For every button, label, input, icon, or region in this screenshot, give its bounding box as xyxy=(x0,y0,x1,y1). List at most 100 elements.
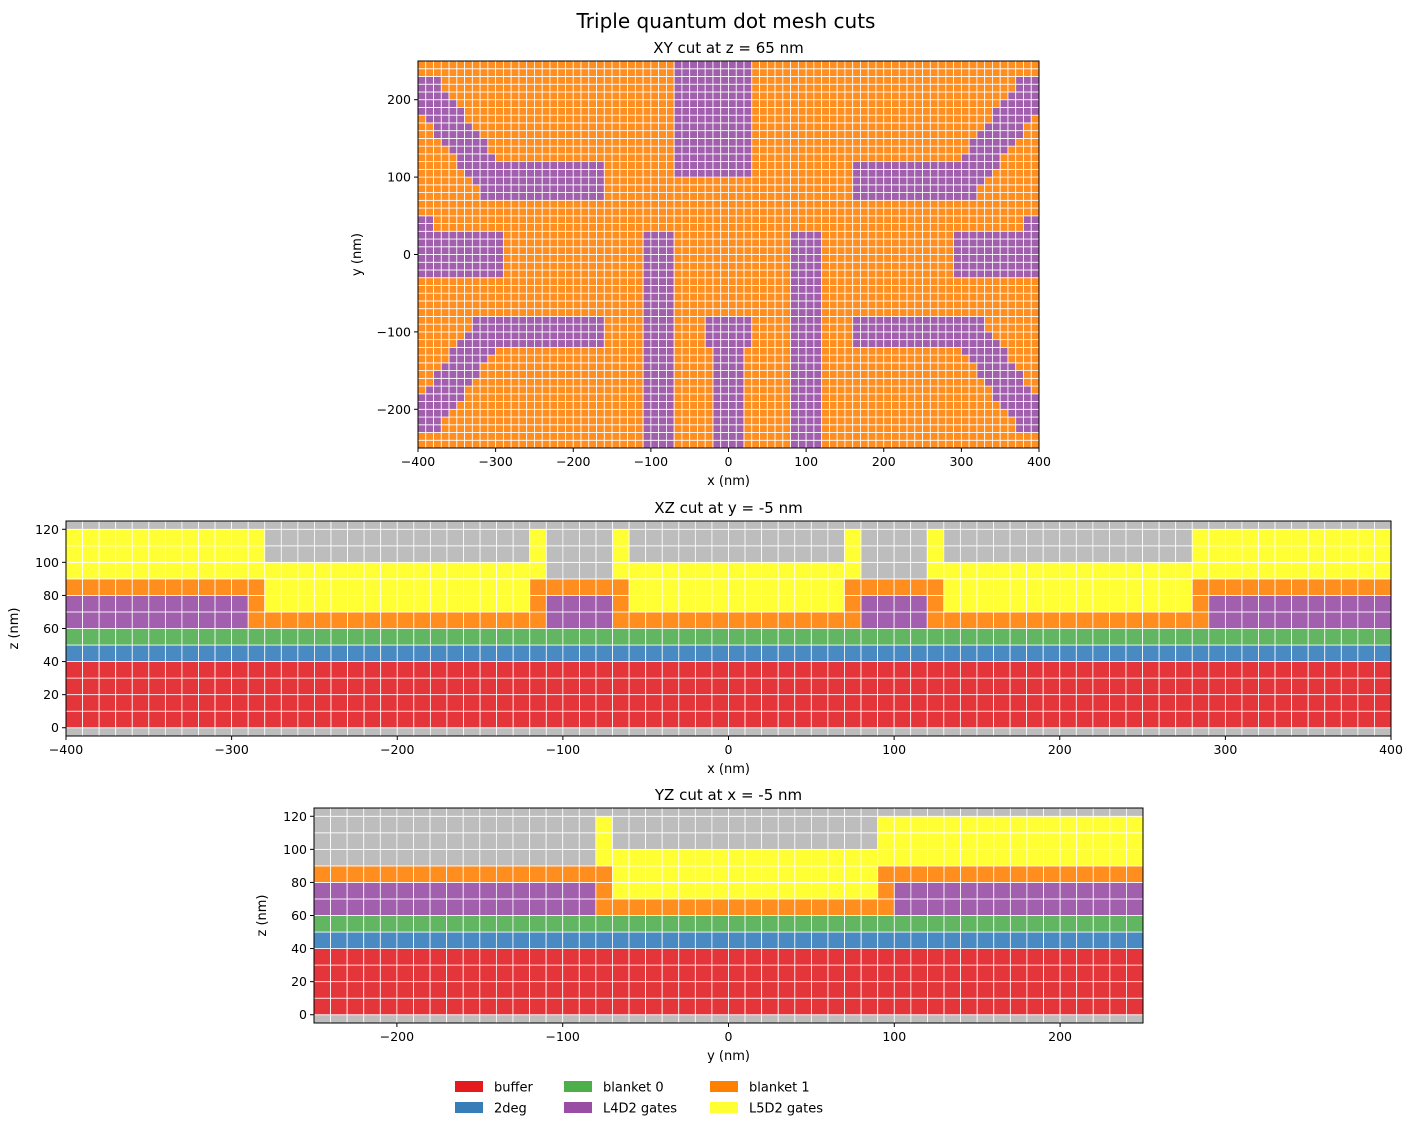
mesh-cell xyxy=(774,145,784,155)
mesh-cell xyxy=(562,578,580,596)
mesh-cell xyxy=(280,578,299,596)
mesh-cell xyxy=(790,354,799,364)
mesh-cell xyxy=(797,161,807,170)
mesh-cell xyxy=(611,285,621,294)
mesh-cell xyxy=(502,408,512,418)
mesh-cell xyxy=(463,578,481,596)
mesh-cell xyxy=(666,432,675,441)
mesh-cell xyxy=(782,385,792,395)
mesh-cell xyxy=(1059,628,1077,646)
mesh-cell xyxy=(596,292,605,302)
mesh-cell xyxy=(588,192,597,201)
mesh-cell xyxy=(1007,401,1017,410)
mesh-cell xyxy=(510,76,520,85)
mesh-cell xyxy=(751,339,760,348)
mesh-cell xyxy=(992,269,1001,279)
mesh-cell xyxy=(735,401,745,410)
mesh-cell xyxy=(347,578,365,596)
mesh-cell xyxy=(743,292,753,302)
mesh-cell xyxy=(697,285,706,294)
mesh-cell xyxy=(922,223,931,232)
mesh-cell xyxy=(1092,694,1110,712)
mesh-cell xyxy=(782,370,792,379)
mesh-cell xyxy=(875,176,885,186)
mesh-cell xyxy=(297,595,315,613)
mesh-cell xyxy=(413,545,431,563)
mesh-cell xyxy=(883,316,892,325)
mesh-cell xyxy=(1030,145,1039,155)
mesh-cell xyxy=(611,254,621,263)
mesh-cell xyxy=(883,161,892,170)
mesh-cell xyxy=(844,76,854,85)
mesh-cell xyxy=(463,710,481,729)
mesh-cell xyxy=(697,107,706,116)
mesh-cell xyxy=(214,644,233,662)
mesh-cell xyxy=(689,192,698,201)
mesh-cell xyxy=(689,401,698,410)
mesh-cell xyxy=(735,207,745,217)
mesh-cell xyxy=(976,362,986,371)
mesh-cell xyxy=(694,545,713,563)
mesh-cell xyxy=(645,561,663,580)
mesh-cell xyxy=(596,223,605,232)
mesh-cell xyxy=(821,99,830,108)
mesh-cell xyxy=(774,408,784,418)
mesh-cell xyxy=(529,644,547,662)
mesh-cell xyxy=(968,370,978,379)
mesh-cell xyxy=(681,122,691,132)
mesh-cell xyxy=(910,611,928,629)
mesh-cell xyxy=(937,316,947,325)
mesh-cell xyxy=(743,184,753,193)
mesh-cell xyxy=(697,83,706,93)
mesh-cell xyxy=(418,223,427,232)
mesh-cell xyxy=(813,370,823,379)
mesh-cell xyxy=(1125,561,1143,580)
mesh-cell xyxy=(1042,644,1061,662)
mesh-cell xyxy=(1191,628,1210,646)
mesh-cell xyxy=(565,161,574,170)
mesh-cell xyxy=(720,130,729,139)
mesh-cell xyxy=(413,677,431,696)
mesh-cell xyxy=(867,83,877,93)
mesh-cell xyxy=(588,137,597,147)
mesh-cell xyxy=(1007,424,1017,433)
mesh-cell xyxy=(518,323,528,333)
mesh-cell xyxy=(697,269,706,279)
mesh-cell xyxy=(448,68,458,77)
mesh-cell xyxy=(898,76,908,85)
mesh-cell xyxy=(510,161,520,170)
mesh-cell xyxy=(893,661,912,679)
mesh-cell xyxy=(844,292,854,302)
mesh-cell xyxy=(836,61,846,70)
mesh-cell xyxy=(1015,107,1024,116)
mesh-cell xyxy=(1023,331,1032,341)
mesh-cell xyxy=(642,362,652,371)
mesh-cell xyxy=(418,300,427,310)
mesh-cell xyxy=(534,254,543,263)
mesh-cell xyxy=(518,277,528,286)
mesh-cell xyxy=(836,401,846,410)
mesh-cell xyxy=(805,308,815,317)
mesh-cell xyxy=(650,354,660,364)
mesh-cell xyxy=(1142,545,1160,563)
mesh-cell xyxy=(634,230,644,240)
mesh-cell xyxy=(860,300,869,310)
mesh-cell xyxy=(694,528,713,547)
mesh-cell xyxy=(479,401,489,410)
mesh-cell xyxy=(681,285,691,294)
mesh-cell xyxy=(314,545,332,563)
mesh-cell xyxy=(782,161,792,170)
mesh-cell xyxy=(642,215,652,224)
mesh-cell xyxy=(945,408,955,418)
mesh-cell xyxy=(549,439,559,448)
mesh-cell xyxy=(541,83,551,93)
mesh-cell xyxy=(922,408,931,418)
mesh-cell xyxy=(810,661,829,679)
mesh-cell xyxy=(448,308,458,317)
mesh-cell xyxy=(666,230,675,240)
mesh-cell xyxy=(433,346,442,356)
mesh-cell xyxy=(877,545,895,563)
mesh-cell xyxy=(797,122,807,132)
mesh-cell xyxy=(759,107,768,116)
mesh-cell xyxy=(852,215,861,224)
